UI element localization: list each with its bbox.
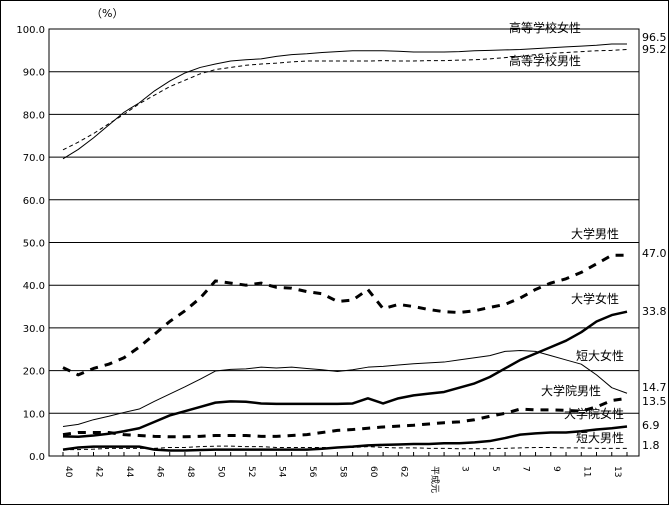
x-tick-label: 平成元 xyxy=(429,466,441,493)
x-tick-label: 46 xyxy=(154,466,164,478)
x-tick-label: 50 xyxy=(215,466,225,478)
series-name-label: 大学院男性 xyxy=(541,383,601,398)
y-tick-label: 60.0 xyxy=(23,196,45,207)
series-end-value: 6.9 xyxy=(642,419,660,432)
y-tick-label: 20.0 xyxy=(23,367,45,378)
series-line-4 xyxy=(62,350,628,428)
series-end-value: 1.8 xyxy=(642,439,660,452)
series-name-label: 大学院女性 xyxy=(564,406,624,421)
series-name-label: 大学女性 xyxy=(571,291,619,306)
x-tick-label: 52 xyxy=(246,466,256,477)
series-line-3 xyxy=(62,310,628,439)
x-tick-label: 9 xyxy=(551,466,561,472)
series-end-value: 47.0 xyxy=(642,247,667,260)
series-line-7 xyxy=(63,445,627,451)
series-name-label: 短大男性 xyxy=(576,431,624,445)
x-tick-label: 13 xyxy=(612,466,622,477)
x-tick-label: 62 xyxy=(398,466,408,477)
y-tick-label: 90.0 xyxy=(23,68,45,79)
y-tick-label: 80.0 xyxy=(23,110,45,121)
y-tick-label: 30.0 xyxy=(23,324,45,335)
x-tick-label: 56 xyxy=(307,466,317,478)
unit-label: （%） xyxy=(91,7,123,20)
x-tick-label: 48 xyxy=(185,466,195,478)
series-name-label: 短大女性 xyxy=(576,348,624,363)
y-tick-label: 100.0 xyxy=(16,25,45,36)
series-end-value: 33.8 xyxy=(642,305,667,318)
series-name-label: 高等学校女性 xyxy=(509,20,581,35)
series-line-2 xyxy=(62,253,627,377)
x-tick-label: 3 xyxy=(459,466,469,472)
series-name-label: 大学男性 xyxy=(571,226,619,241)
series-end-value: 96.5 xyxy=(642,31,667,44)
x-tick-label: 40 xyxy=(63,466,73,478)
y-tick-label: 70.0 xyxy=(23,153,45,164)
y-tick-label: 50.0 xyxy=(23,239,45,250)
y-tick-label: 10.0 xyxy=(23,409,45,420)
x-tick-label: 58 xyxy=(337,466,347,478)
series-line-5 xyxy=(62,396,628,439)
x-tick-label: 11 xyxy=(581,466,591,477)
x-tick-label: 5 xyxy=(490,466,500,472)
series-line-1 xyxy=(62,48,628,151)
y-tick-label: 0.0 xyxy=(29,452,45,463)
x-tick-label: 60 xyxy=(368,466,378,478)
x-tick-label: 42 xyxy=(93,466,103,477)
series-end-value: 95.2 xyxy=(642,43,667,56)
series-name-label: 高等学校男性 xyxy=(509,53,581,68)
series-end-value: 14.7 xyxy=(642,381,667,394)
x-tick-label: 44 xyxy=(124,466,134,478)
x-tick-label: 7 xyxy=(520,466,530,472)
series-line-0 xyxy=(62,43,627,160)
x-tick-label: 54 xyxy=(276,466,286,478)
series-line-6 xyxy=(62,425,628,452)
series-end-value: 13.5 xyxy=(642,395,667,408)
y-tick-label: 40.0 xyxy=(23,281,45,292)
